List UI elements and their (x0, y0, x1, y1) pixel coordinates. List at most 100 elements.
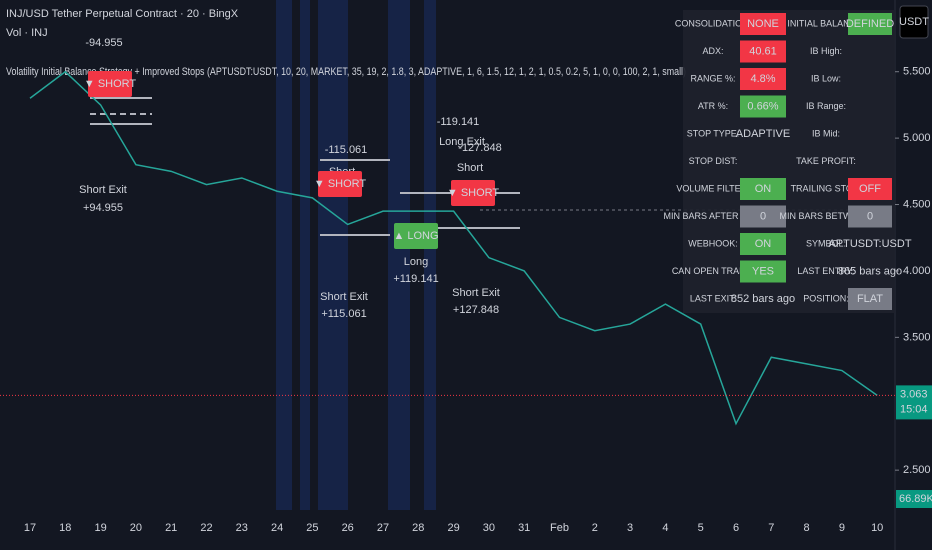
table-label: LAST EXIT: (690, 293, 736, 303)
currency-button[interactable] (899, 5, 929, 39)
table-value: ADAPTIVE (736, 128, 790, 140)
x-tick-label: 20 (130, 522, 142, 534)
trade-annotation: -127.848 (458, 142, 501, 154)
table-value-bg (740, 260, 786, 283)
table-label: INITIAL BALANCE: (787, 18, 864, 28)
trade-annotation: Short Exit (79, 184, 127, 196)
symbol-title: INJ/USD Tether Perpetual Contract · 20 ·… (6, 8, 239, 20)
x-tick-label: 7 (768, 522, 774, 534)
table-value-bg (848, 205, 892, 228)
trade-annotation: Long (404, 256, 428, 268)
trade-annotation: Short (457, 162, 483, 174)
table-label: STOP DIST: (689, 156, 738, 166)
trade-annotation: Short Exit (452, 287, 500, 299)
table-label: ADX: (702, 46, 723, 56)
table-label: TAKE PROFIT: (796, 156, 856, 166)
table-label: IB Range: (806, 101, 846, 111)
table-value: ON (755, 238, 772, 250)
x-tick-label: Feb (550, 522, 569, 534)
highlight-band (276, 0, 292, 510)
highlight-band (318, 0, 348, 510)
table-value: FLAT (857, 293, 883, 305)
x-tick-label: 30 (483, 522, 495, 534)
indicator-legend: Volatility Initial Balance Strategy + Im… (6, 66, 686, 78)
x-tick-label: 25 (306, 522, 318, 534)
volume-legend: Vol · INJ (6, 27, 48, 39)
last-price-label: 3.063 (900, 388, 928, 400)
session-highlights (276, 0, 436, 510)
table-label: CAN OPEN TRADE: (672, 266, 754, 276)
table-value-bg (740, 40, 786, 63)
highlight-band (388, 0, 410, 510)
table-value-bg (740, 68, 786, 90)
x-tick-label: 4 (662, 522, 668, 534)
x-tick-label: 5 (698, 522, 704, 534)
table-value: APTUSDT:USDT (828, 238, 911, 250)
x-tick-label: 6 (733, 522, 739, 534)
signal-label: ▼ SHORT (447, 187, 500, 199)
table-label: MIN BARS AFTER EXIT: (663, 211, 762, 221)
table-label: POSITION: (803, 293, 849, 303)
table-value: YES (752, 265, 774, 277)
table-value-bg (740, 13, 786, 35)
trade-annotation: +94.955 (83, 202, 123, 214)
table-label: IB Low: (811, 73, 841, 83)
highlight-band (300, 0, 310, 510)
table-value: 865 bars ago (838, 265, 902, 277)
x-tick-label: 2 (592, 522, 598, 534)
x-tick-label: 10 (871, 522, 883, 534)
currency-label[interactable]: USDT (899, 16, 929, 28)
signal-label: ▲ LONG (393, 230, 438, 242)
table-value: 0.66% (747, 100, 778, 112)
short-signal-box (451, 180, 495, 206)
table-value-bg (740, 233, 786, 255)
x-tick-label: 3 (627, 522, 633, 534)
short-signal-box (88, 71, 132, 97)
table-label: STOP TYPE: (687, 128, 740, 138)
table-label: IB Mid: (812, 128, 840, 138)
trade-annotation: Short Exit (320, 291, 368, 303)
table-value: DEFINED (846, 18, 894, 30)
table-label: VOLUME FILTER: (676, 183, 749, 193)
table-value: 0 (760, 210, 766, 222)
x-tick-label: 9 (839, 522, 845, 534)
table-value-bg (848, 13, 892, 35)
trade-annotation: -115.061 (325, 144, 368, 156)
x-tick-label: 28 (412, 522, 424, 534)
table-value: 0 (867, 210, 873, 222)
volume-label: 66.89K (899, 493, 932, 505)
table-label: SYMBOL: (806, 238, 846, 248)
x-tick-label: 8 (804, 522, 810, 534)
x-tick-label: 18 (59, 522, 71, 534)
y-tick-label: 2.500 (903, 464, 931, 476)
status-table-bg (683, 10, 895, 313)
x-tick-label: 27 (377, 522, 389, 534)
trade-annotation: +115.061 (321, 308, 366, 320)
trade-annotation: -94.955 (85, 37, 122, 49)
y-tick-label: 5.500 (903, 66, 931, 78)
short-signal-box (318, 171, 362, 197)
table-label: CONSOLIDATION: (675, 18, 751, 28)
table-value: 852 bars ago (731, 293, 795, 305)
x-tick-label: 24 (271, 522, 283, 534)
table-value: NONE (747, 18, 779, 30)
y-tick-label: 5.000 (903, 132, 931, 144)
volume-box (896, 490, 932, 508)
table-value-bg (740, 95, 786, 118)
last-price-box (896, 385, 932, 420)
x-tick-label: 21 (165, 522, 177, 534)
highlight-band (424, 0, 436, 510)
trade-annotation: -119.141 (437, 116, 480, 128)
table-label: ATR %: (698, 101, 728, 111)
table-value-bg (740, 178, 786, 200)
y-tick-label: 3.500 (903, 331, 931, 343)
table-value-bg (848, 288, 892, 310)
table-label: MIN BARS BETWEEN: (779, 211, 872, 221)
table-label: TRAILING STOP: (791, 183, 862, 193)
table-value-bg (740, 205, 786, 228)
trade-annotation: +119.141 (393, 273, 438, 285)
x-tick-label: 17 (24, 522, 36, 534)
table-value: 4.8% (750, 73, 775, 85)
y-tick-label: 4.500 (903, 198, 931, 210)
